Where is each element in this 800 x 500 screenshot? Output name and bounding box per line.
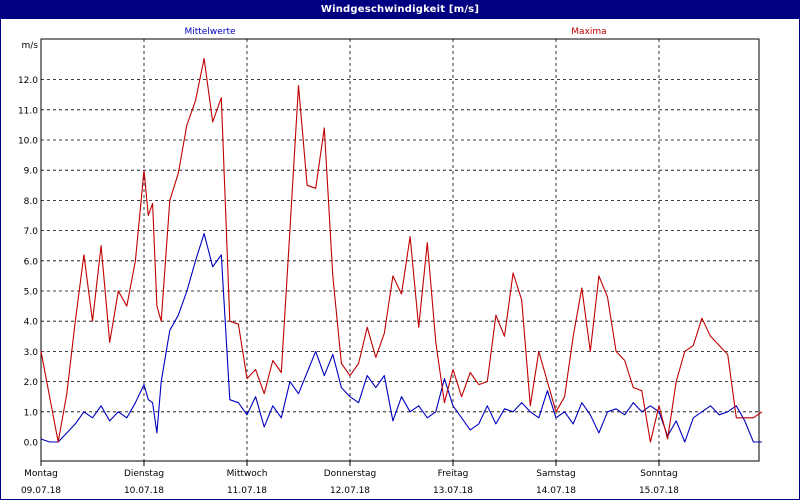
- x-tick-date: 15.07.18: [639, 486, 679, 496]
- x-tick-day: Samstag: [536, 469, 575, 479]
- y-tick-label: 6.0: [24, 257, 39, 267]
- series-line-maxima: [40, 57, 763, 443]
- legend-mittelwerte: Mittelwerte: [184, 27, 235, 37]
- x-tick-day: Sonntag: [640, 469, 677, 479]
- y-tick-label: 2.0: [24, 378, 39, 388]
- x-tick-date: 14.07.18: [536, 486, 576, 496]
- y-tick-label: 12.0: [18, 76, 38, 86]
- series-line-mittelwerte: [40, 233, 762, 443]
- y-tick-label: 5.0: [24, 288, 39, 298]
- y-tick-label: 11.0: [18, 106, 38, 116]
- y-tick-label: 3.0: [24, 348, 39, 358]
- x-tick-day: Mittwoch: [227, 469, 268, 479]
- legend-maxima: Maxima: [571, 27, 606, 37]
- y-tick-label: 4.0: [24, 318, 39, 328]
- x-tick-date: 10.07.18: [124, 486, 164, 496]
- x-tick-date: 12.07.18: [330, 486, 370, 496]
- x-tick-date: 09.07.18: [21, 486, 61, 496]
- plot-frame: [40, 38, 760, 462]
- y-tick-label: 10.0: [18, 137, 38, 147]
- x-tick-day: Freitag: [438, 469, 469, 479]
- x-tick-date: 13.07.18: [433, 486, 473, 496]
- x-tick-day: Donnerstag: [324, 469, 377, 479]
- y-tick-label: 7.0: [24, 227, 39, 237]
- x-tick-date: 11.07.18: [227, 486, 267, 496]
- y-tick-label: 1.0: [24, 408, 39, 418]
- y-tick-label: 8.0: [24, 197, 39, 207]
- x-tick-day: Dienstag: [124, 469, 164, 479]
- y-tick-label: 0.0: [24, 439, 39, 449]
- x-tick-day: Montag: [24, 469, 58, 479]
- y-tick-label: 9.0: [24, 167, 39, 177]
- y-axis-unit: m/s: [22, 41, 39, 51]
- window-title: Windgeschwindigkeit [m/s]: [1, 1, 799, 19]
